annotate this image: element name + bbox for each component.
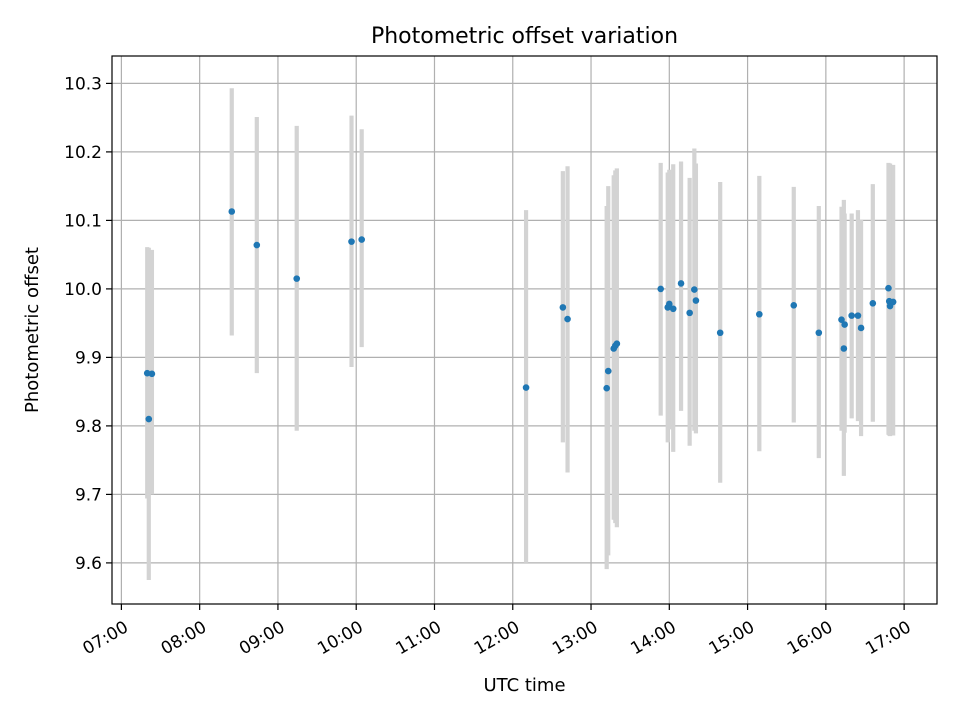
data-point [889, 298, 897, 306]
y-tick-label: 9.8 [75, 417, 102, 437]
data-point [604, 367, 612, 375]
data-point [348, 238, 355, 245]
data-point [838, 316, 845, 324]
data-point [790, 302, 798, 309]
data-point [815, 329, 823, 337]
data-point [148, 370, 156, 378]
data-point [677, 280, 685, 287]
y-tick-label: 10.3 [64, 74, 102, 94]
y-axis-label: Photometric offset [22, 247, 43, 413]
data-point [666, 300, 673, 308]
data-point [854, 312, 862, 319]
data-point [885, 284, 892, 292]
data-point [522, 384, 530, 391]
y-tick-label: 10.0 [64, 280, 102, 300]
data-point [857, 324, 865, 332]
data-point [686, 309, 693, 317]
data-point [228, 208, 236, 215]
y-tick-label: 9.7 [75, 485, 102, 505]
data-point [559, 304, 567, 311]
data-point [145, 415, 153, 423]
x-axis-label: UTC time [483, 675, 565, 696]
y-tick-label: 9.6 [75, 554, 102, 574]
data-point [293, 275, 301, 282]
data-point [869, 299, 877, 307]
data-point [358, 236, 365, 243]
data-point [657, 285, 664, 293]
plot-frame [111, 55, 938, 605]
y-tick-label: 10.1 [64, 211, 102, 231]
data-point [253, 241, 261, 249]
data-point [692, 297, 700, 304]
data-point [564, 315, 571, 323]
data-point [716, 329, 724, 337]
data-point [669, 305, 677, 313]
data-point [613, 340, 621, 348]
data-point [603, 384, 610, 392]
point-layer [143, 208, 897, 423]
y-tick-label: 9.9 [75, 348, 102, 368]
data-point [840, 345, 848, 352]
data-point [848, 312, 855, 319]
chart-title: Photometric offset variation [371, 24, 678, 49]
y-axis-ticks: 9.6 9.7 9.8 9.9 10.0 10.1 10.2 10.3 [64, 74, 112, 574]
data-point [756, 310, 763, 318]
data-point [841, 321, 848, 328]
y-tick-label: 10.2 [64, 143, 102, 163]
data-point [691, 286, 698, 293]
